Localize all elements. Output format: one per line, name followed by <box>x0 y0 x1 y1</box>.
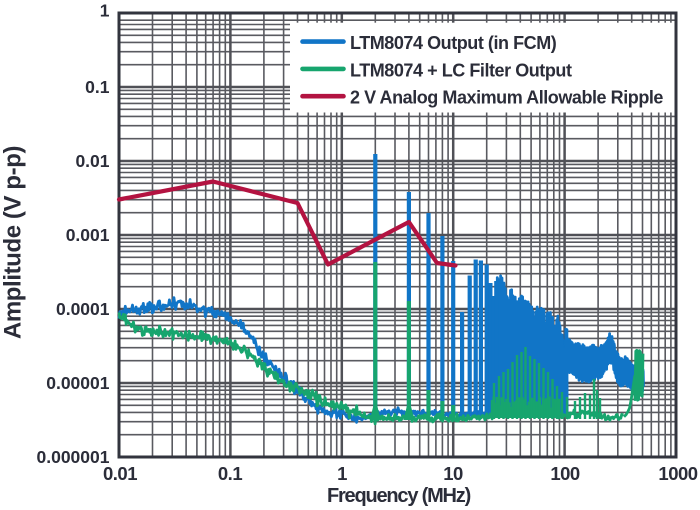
svg-text:10: 10 <box>443 463 463 484</box>
svg-text:1: 1 <box>100 1 110 21</box>
svg-text:0.000001: 0.000001 <box>37 447 110 467</box>
svg-text:1000: 1000 <box>658 463 697 484</box>
svg-text:100: 100 <box>550 463 580 484</box>
svg-text:0.01: 0.01 <box>103 463 137 484</box>
svg-text:0.1: 0.1 <box>85 77 110 97</box>
svg-text:0.1: 0.1 <box>218 463 242 484</box>
svg-text:0.001: 0.001 <box>66 225 110 245</box>
svg-text:Amplitude (V p-p): Amplitude (V p-p) <box>0 146 27 339</box>
svg-text:0.0001: 0.0001 <box>56 299 110 319</box>
svg-text:1: 1 <box>337 463 347 484</box>
svg-text:LTM8074 + LC Filter Output: LTM8074 + LC Filter Output <box>350 60 572 80</box>
svg-text:LTM8074 Output (in FCM): LTM8074 Output (in FCM) <box>350 33 557 53</box>
svg-text:Frequency (MHz): Frequency (MHz) <box>327 485 471 507</box>
svg-text:0.00001: 0.00001 <box>46 373 110 393</box>
svg-text:2 V Analog Maximum Allowable R: 2 V Analog Maximum Allowable Ripple <box>350 88 663 108</box>
svg-text:0.01: 0.01 <box>75 151 109 171</box>
